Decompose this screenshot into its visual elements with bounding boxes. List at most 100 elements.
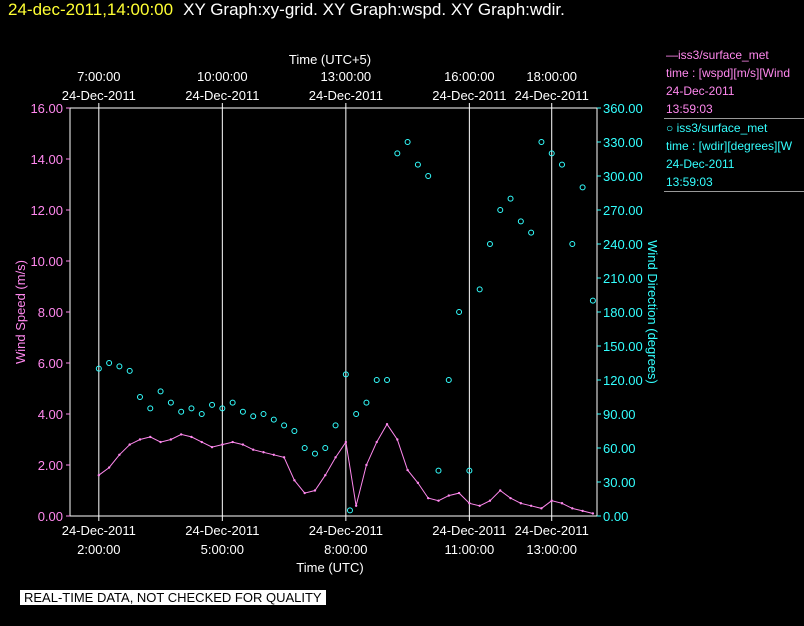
legend-wspd-desc: time : [wspd][m/s][Wind (666, 66, 791, 80)
wdir-point (548, 150, 555, 157)
wdir-point (456, 309, 463, 315)
quality-disclaimer: REAL-TIME DATA, NOT CHECKED FOR QUALITY (20, 590, 326, 605)
wspd-point (426, 496, 430, 500)
wdir-point (342, 371, 349, 378)
header-title: XY Graph:xy-grid. XY Graph:wspd. XY Grap… (183, 0, 565, 19)
top-tick-date: 24-Dec-2011 (62, 88, 136, 103)
y-axis-title-left: Wind Speed (m/s) (13, 260, 28, 364)
top-tick-date: 24-Dec-2011 (432, 88, 506, 103)
legend-wdir-time: 13:59:03 (666, 175, 713, 189)
wspd-point (529, 504, 533, 507)
right-tick-label: 0.00 (603, 509, 628, 524)
wspd-point (365, 463, 368, 467)
wspd-point (107, 466, 111, 469)
legend-wspd-time: 13:59:03 (666, 102, 713, 116)
wspd-point (478, 504, 481, 507)
top-tick-time: 13:00:00 (321, 69, 372, 84)
wspd-point (118, 453, 121, 456)
wspd-point (324, 474, 327, 477)
wdir-point (363, 399, 370, 406)
wspd-point (190, 435, 193, 439)
top-tick-date: 24-Dec-2011 (185, 88, 259, 103)
left-tick-label: 12.00 (30, 203, 63, 218)
top-tick-date: 24-Dec-2011 (309, 88, 383, 103)
wspd-point (97, 474, 101, 477)
right-tick-label: 330.00 (603, 135, 643, 150)
right-tick-label: 150.00 (603, 339, 643, 354)
wdir-point (569, 241, 576, 247)
right-tick-label: 300.00 (603, 169, 643, 184)
wspd-point (591, 512, 595, 515)
left-tick-label: 0.00 (38, 509, 63, 524)
top-tick-date: 24-Dec-2011 (515, 88, 589, 103)
wdir-point (435, 467, 442, 474)
legend-wdir-date: 24-Dec-2011 (666, 157, 735, 171)
left-tick-label: 16.00 (30, 101, 63, 116)
bottom-tick-time: 8:00:00 (324, 542, 367, 557)
header-date: 24-dec-2011,14:00:00 (8, 0, 174, 19)
wspd-point (406, 468, 409, 472)
wspd-point (231, 440, 234, 444)
wspd-series (97, 423, 595, 515)
bottom-tick-date: 24-Dec-2011 (185, 523, 259, 538)
wspd-point (447, 494, 450, 497)
wdir-point (229, 399, 236, 406)
top-axis: 7:00:00 24-Dec-2011 10:00:00 24-Dec-2011 13:… (62, 69, 589, 108)
wdir-point (126, 367, 133, 374)
wspd-point (128, 443, 131, 446)
left-tick-label: 2.00 (38, 458, 63, 473)
right-axis: 0.00 30.00 60.00 90.00 120.00 150.00 180.00 210… (597, 101, 643, 524)
legend-wdir-desc: time : [wdir][degrees][W (666, 139, 793, 153)
right-tick-label: 360.00 (603, 101, 643, 116)
wdir-point (517, 218, 524, 225)
wspd-point (149, 435, 152, 439)
right-tick-label: 240.00 (603, 237, 643, 252)
right-tick-label: 210.00 (603, 271, 643, 286)
wdir-point (188, 405, 195, 412)
y-axis-title-right: Wind Direction (degrees) (645, 240, 660, 384)
wdir-point (301, 445, 308, 451)
legend-wspd: —iss3/surface_met time : [wspd][m/s][Win… (664, 46, 804, 119)
left-tick-label: 4.00 (38, 407, 63, 422)
wdir-point (270, 416, 277, 423)
wspd-point (210, 445, 214, 449)
wdir-point (250, 413, 257, 420)
wdir-point (414, 161, 421, 168)
top-tick-time: 18:00:00 (526, 69, 577, 84)
legend-wspd-name: —iss3/surface_met (666, 48, 769, 62)
wdir-point (291, 428, 298, 434)
wspd-point (550, 499, 553, 502)
wdir-point (394, 150, 401, 157)
right-tick-label: 270.00 (603, 203, 643, 218)
wdir-point (497, 207, 504, 213)
wdir-point (332, 422, 339, 429)
wdir-point (579, 184, 586, 191)
legend-wdir: ○ iss3/surface_met time : [wdir][degrees… (664, 119, 804, 192)
wdir-point (384, 377, 391, 383)
x-axis-title-bottom: Time (UTC) (296, 560, 363, 575)
legend-wdir-name: ○ iss3/surface_met (666, 121, 768, 135)
wdir-point (589, 297, 596, 304)
wspd-point (468, 502, 471, 505)
right-tick-label: 90.00 (603, 407, 636, 422)
wspd-point (200, 440, 203, 444)
wspd-point (385, 423, 389, 426)
top-tick-time: 10:00:00 (197, 69, 248, 84)
wdir-point (209, 401, 216, 408)
bottom-tick-time: 5:00:00 (201, 542, 244, 557)
wspd-point (159, 440, 162, 444)
left-tick-label: 6.00 (38, 356, 63, 371)
wspd-point (560, 502, 564, 505)
wspd-point (571, 507, 574, 510)
wdir-point (559, 161, 566, 168)
wdir-point (373, 377, 380, 383)
wdir-point (528, 229, 535, 236)
wdir-point (445, 377, 452, 383)
wspd-point (396, 438, 399, 441)
bottom-tick-date: 24-Dec-2011 (432, 523, 506, 538)
wdir-point (116, 363, 123, 370)
wspd-point (499, 489, 502, 492)
wspd-point (375, 440, 378, 444)
left-axis: 0.00 2.00 4.00 6.00 8.00 10.00 12.00 14.00 16.00 (30, 101, 70, 524)
wdir-point (106, 360, 113, 366)
